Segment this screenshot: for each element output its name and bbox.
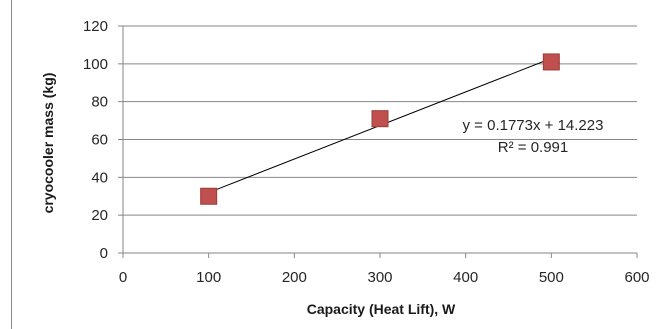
y-tick-label-20: 20: [91, 207, 108, 224]
y-tick-label-60: 60: [91, 132, 108, 149]
y-tick-label-40: 40: [91, 169, 108, 186]
x-tick-label-0: 0: [119, 269, 127, 286]
data-point-500: [542, 53, 560, 71]
x-tick-label-600: 600: [624, 269, 649, 286]
y-tick-label-120: 120: [83, 18, 108, 35]
y-tick-label-80: 80: [91, 94, 108, 111]
data-point-100: [200, 187, 218, 205]
x-tick-label-400: 400: [453, 269, 478, 286]
text-layer: Capacity (Heat Lift), W cryocooler mass …: [40, 18, 650, 317]
y-axis-title: cryocooler mass (kg): [40, 73, 56, 214]
marker-layer: [200, 53, 560, 205]
x-axis-title: Capacity (Heat Lift), W: [307, 301, 456, 317]
x-tick-label-500: 500: [539, 269, 564, 286]
data-point-300: [371, 110, 389, 128]
x-tick-label-300: 300: [367, 269, 392, 286]
axis-layer: [118, 25, 638, 258]
y-tick-label-100: 100: [83, 56, 108, 73]
trendline-equation: y = 0.1773x + 14.223: [463, 117, 604, 134]
trendline-r-squared: R² = 0.991: [498, 139, 568, 156]
x-tick-label-200: 200: [282, 269, 307, 286]
frame-left-border: [11, 0, 12, 329]
y-tick-label-0: 0: [100, 245, 108, 262]
x-tick-label-100: 100: [196, 269, 221, 286]
